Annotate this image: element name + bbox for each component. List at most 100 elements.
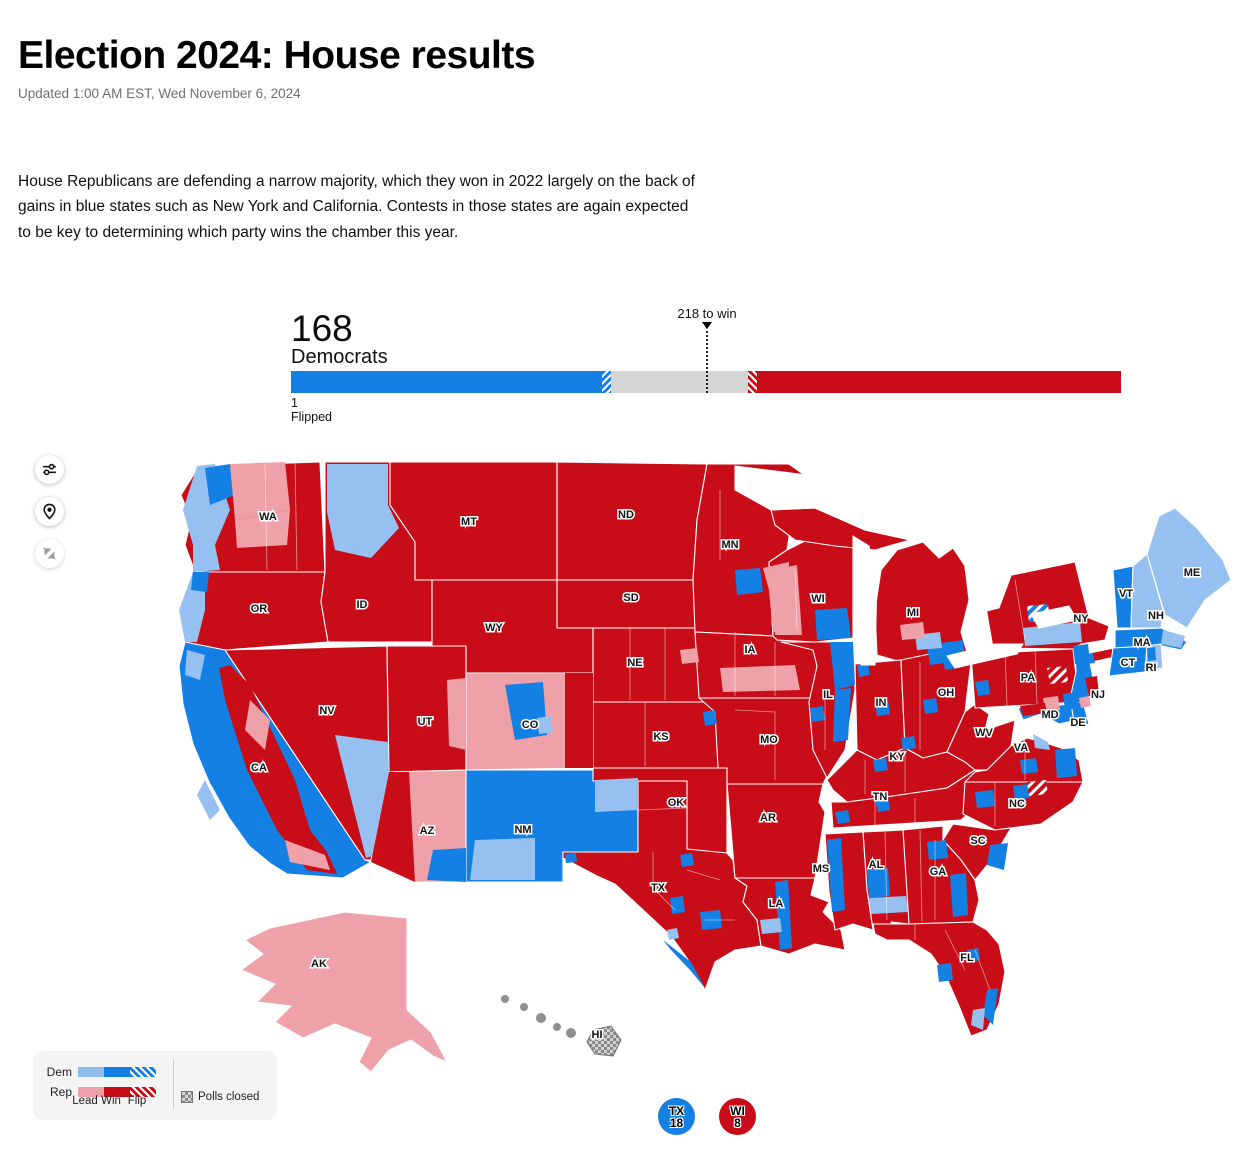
state-nh[interactable] — [1130, 553, 1164, 629]
house-results-map: WA OR CA NV ID MT WY UT CO AZ NM ND SD N… — [175, 450, 1250, 1150]
callout-state: WI — [730, 1103, 745, 1118]
state-label-ne: NE — [627, 657, 642, 669]
legend-dem-win-swatch — [104, 1067, 130, 1077]
updated-timestamp: Updated 1:00 AM EST, Wed November 6, 202… — [18, 86, 301, 101]
state-label-la: LA — [769, 898, 784, 910]
great-lakes — [734, 465, 1078, 669]
state-label-hi: HI — [592, 1029, 603, 1041]
map-filter-button[interactable] — [35, 455, 64, 484]
state-label-nd: ND — [618, 509, 634, 521]
legend-rep-win-swatch — [104, 1087, 130, 1097]
polls-closed-swatch — [181, 1091, 193, 1103]
dem-label: Democrats — [291, 346, 388, 368]
map-collapse-button[interactable] — [35, 539, 64, 568]
callout-district: 18 — [669, 1115, 684, 1130]
legend-dem-flip-swatch — [130, 1067, 156, 1077]
legend-dem-lead-swatch — [78, 1067, 104, 1077]
district-color-patches — [179, 462, 1185, 1030]
state-label-nm: NM — [514, 824, 531, 836]
legend-divider — [173, 1059, 174, 1109]
state-hi[interactable] — [501, 995, 622, 1057]
legend-dem-label: Dem — [46, 1065, 72, 1079]
map-legend: Dem Rep Lead Win Flip Polls closed — [33, 1051, 277, 1120]
intro-paragraph: House Republicans are defending a narrow… — [18, 172, 695, 241]
state-label-nj: NJ — [1091, 689, 1105, 701]
state-label-ok: OK — [668, 797, 685, 809]
state-label-tx: TX — [651, 882, 666, 894]
state-label-wi: WI — [811, 593, 824, 605]
state-label-mn: MN — [721, 539, 738, 551]
state-label-oh: OH — [938, 687, 955, 699]
callout-tx-18[interactable]: TX 18 — [658, 1098, 695, 1135]
state-label-pa: PA — [1021, 672, 1036, 684]
bar-uncalled-segment — [611, 371, 748, 393]
legend-segment-labels: Lead Win Flip — [72, 1095, 150, 1107]
map-location-button[interactable] — [35, 497, 64, 526]
state-label-ak: AK — [311, 958, 327, 970]
state-label-nc: NC — [1009, 798, 1025, 810]
legend-rep-label: Rep — [49, 1085, 72, 1099]
bar-dem-segment — [291, 371, 602, 393]
legend-win-label: Win — [101, 1095, 121, 1107]
state-label-ia: IA — [745, 644, 756, 656]
legend-flip-label: Flip — [127, 1095, 147, 1107]
state-label-mo: MO — [760, 734, 778, 746]
state-label-in: IN — [876, 697, 887, 709]
state-label-wy: WY — [485, 622, 503, 634]
callout-district: 8 — [734, 1115, 741, 1130]
state-label-ga: GA — [930, 866, 947, 878]
polls-closed-label: Polls closed — [198, 1091, 260, 1103]
state-label-id: ID — [357, 599, 368, 611]
state-label-co: CO — [522, 719, 539, 731]
state-label-nv: NV — [319, 705, 335, 717]
state-label-ca: CA — [251, 762, 267, 774]
callout-state: TX — [668, 1103, 685, 1118]
state-wv[interactable] — [946, 703, 1016, 771]
district-mesh-lines — [264, 462, 1038, 991]
state-label-mt: MT — [461, 516, 477, 528]
state-label-nh: NH — [1148, 610, 1164, 622]
state-label-or: OR — [251, 603, 268, 615]
state-label-ct: CT — [1121, 657, 1136, 669]
state-label-az: AZ — [420, 825, 435, 837]
bar-rep-segment — [757, 371, 1121, 393]
majority-pointer-icon — [702, 322, 712, 329]
state-label-va: VA — [1014, 742, 1029, 754]
state-label-ri: RI — [1146, 662, 1157, 674]
state-nd[interactable] — [556, 461, 708, 581]
state-label-md: MD — [1041, 709, 1058, 721]
state-label-sd: SD — [623, 592, 638, 604]
majority-threshold-label: 218 to win — [677, 306, 737, 321]
state-label-ma: MA — [1133, 637, 1150, 649]
state-me[interactable] — [1146, 507, 1232, 629]
state-label-mi: MI — [907, 607, 919, 619]
legend-lead-label: Lead — [72, 1095, 98, 1107]
state-label-tn: TN — [873, 791, 888, 803]
bar-rep-flip-segment — [748, 371, 757, 393]
dem-flipped-label: 1 Flipped — [291, 396, 332, 424]
filter-sliders-icon — [43, 463, 56, 476]
state-ar[interactable] — [726, 783, 826, 879]
state-tx[interactable] — [562, 780, 762, 991]
state-label-ut: UT — [418, 716, 433, 728]
state-label-wv: WV — [975, 727, 993, 739]
callout-wi-8[interactable]: WI 8 — [719, 1098, 756, 1135]
bar-dem-flip-segment — [602, 371, 611, 393]
state-label-ms: MS — [813, 863, 830, 875]
legend-rep-lead-swatch — [78, 1087, 104, 1097]
dem-seat-count: 168 — [291, 308, 353, 349]
balance-bar — [291, 371, 1121, 393]
state-label-ny: NY — [1073, 613, 1089, 625]
state-label-il: IL — [823, 689, 833, 701]
state-label-ky: KY — [889, 751, 905, 763]
state-label-ks: KS — [653, 731, 668, 743]
legend-rep-flip-swatch — [130, 1087, 156, 1097]
state-label-fl: FL — [960, 952, 974, 964]
majority-dotted-line — [706, 331, 708, 393]
state-label-al: AL — [869, 859, 884, 871]
collapse-arrows-icon — [43, 547, 56, 560]
state-ak[interactable] — [240, 911, 448, 1073]
state-label-de: DE — [1070, 717, 1085, 729]
state-label-vt: VT — [1119, 588, 1133, 600]
